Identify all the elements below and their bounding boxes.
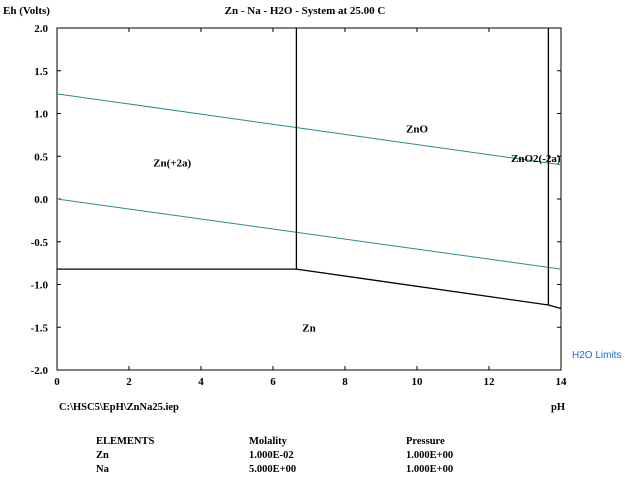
water-limit-lower-line <box>56 198 562 270</box>
y-tick-label: -2.0 <box>31 365 49 377</box>
table-row-element: Zn <box>96 450 109 461</box>
plot-frame <box>56 27 562 371</box>
y-tick-label: -1.5 <box>31 322 49 334</box>
region-label: ZnO2(-2a) <box>511 153 561 165</box>
y-tick-label: 0.5 <box>34 151 48 163</box>
x-tick-label: 0 <box>54 376 60 388</box>
x-tick-label: 14 <box>556 376 568 388</box>
x-tick-label: 2 <box>126 376 132 388</box>
table-row-pressure: 1.000E+00 <box>406 450 454 461</box>
region-label: Zn <box>302 323 315 335</box>
pressure-header: Pressure <box>406 436 445 447</box>
region-label: Zn(+2a) <box>153 158 191 170</box>
legend-h2o-limits: H2O Limits <box>572 350 621 361</box>
x-tick-label: 10 <box>412 376 424 388</box>
y-tick-label: 1.0 <box>34 109 48 121</box>
file-path: C:\HSC5\EpH\ZnNa25.iep <box>59 402 179 413</box>
table-row-pressure: 1.000E+00 <box>406 464 454 475</box>
y-tick-label: 2.0 <box>34 23 48 35</box>
plot-area: 0 2 4 6 8 10 12 14 2.0 1.5 1.0 0.5 0.0 -0.5 -1.0 -1.5 -2… <box>31 23 622 388</box>
molality-header: Molality <box>249 436 287 447</box>
y-tick-label: -1.0 <box>31 280 49 292</box>
x-tick-label: 4 <box>198 376 204 388</box>
x-tick-label: 6 <box>270 376 276 388</box>
elements-header: ELEMENTS <box>96 436 155 447</box>
y-tick-label: 1.5 <box>34 66 48 78</box>
water-limit-upper-line <box>56 93 562 166</box>
chart-title: Zn - Na - H2O - System at 25.00 C <box>225 5 386 17</box>
y-tick-label: -0.5 <box>31 237 49 249</box>
region-label: ZnO <box>406 123 428 135</box>
x-tick-label: 8 <box>342 376 348 388</box>
phase-boundary-line <box>296 268 549 306</box>
table-row-element: Na <box>96 464 109 475</box>
x-tick-label: 12 <box>484 376 496 388</box>
y-tick-label: 0.0 <box>34 194 48 206</box>
y-axis-label: Eh (Volts) <box>3 5 50 17</box>
phase-boundary-line <box>548 304 562 310</box>
table-row-molality: 1.000E-02 <box>249 450 294 461</box>
x-axis-label: pH <box>551 402 566 413</box>
table-row-molality: 5.000E+00 <box>249 464 297 475</box>
